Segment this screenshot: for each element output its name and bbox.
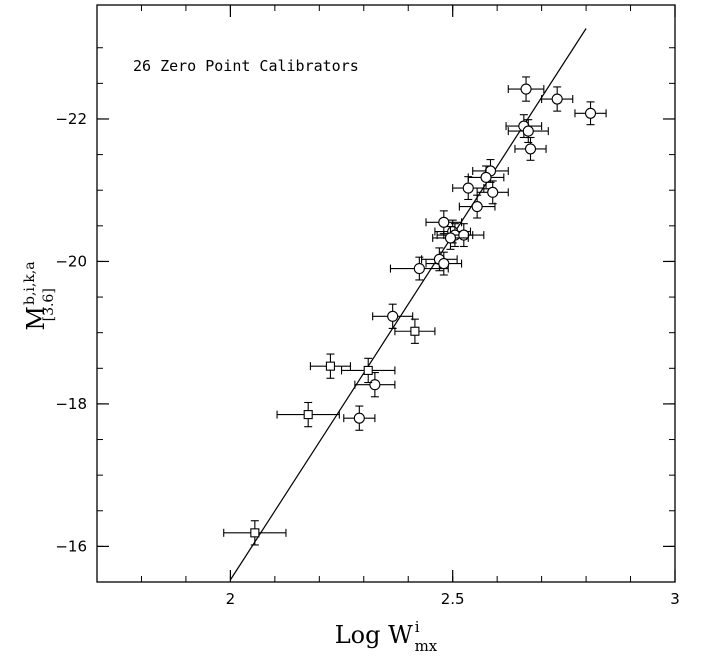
square-marker bbox=[410, 326, 420, 336]
data-point bbox=[452, 176, 485, 201]
circle-marker bbox=[584, 107, 597, 119]
data-point bbox=[425, 251, 463, 276]
circle-marker bbox=[520, 83, 532, 95]
y-axis-title-subscript: [3.6] bbox=[41, 288, 57, 321]
circle-marker bbox=[522, 125, 534, 137]
data-point bbox=[514, 136, 547, 161]
circle-marker bbox=[353, 412, 365, 424]
data-point bbox=[425, 210, 463, 235]
data-point bbox=[541, 86, 574, 112]
y-axis-title: Mb,i,k,a [3.6] bbox=[22, 261, 57, 330]
circle-marker bbox=[480, 171, 492, 183]
circle-marker bbox=[487, 186, 499, 198]
data-point bbox=[354, 372, 396, 398]
square-marker bbox=[303, 410, 313, 420]
data-point bbox=[476, 180, 509, 205]
x-axis-title-main: Log W bbox=[335, 621, 413, 649]
axis-ticks bbox=[97, 5, 676, 582]
data-point bbox=[309, 353, 351, 379]
x-axis-title-superscript: i bbox=[415, 618, 420, 636]
y-tick-label: −20 bbox=[55, 252, 87, 270]
data-point bbox=[574, 101, 607, 126]
data-point bbox=[372, 303, 414, 329]
fit-line-group bbox=[229, 28, 587, 581]
circle-marker bbox=[438, 216, 450, 228]
data-point bbox=[467, 165, 505, 190]
y-axis-title-superscript: b,i,k,a bbox=[22, 261, 38, 305]
circle-marker bbox=[458, 229, 470, 241]
circle-marker bbox=[413, 263, 425, 275]
circle-marker bbox=[551, 93, 563, 105]
data-points bbox=[223, 76, 607, 546]
y-axis-title-main: M bbox=[22, 306, 50, 331]
data-point bbox=[276, 401, 340, 428]
circle-marker bbox=[438, 258, 450, 270]
annotation-label: 26 Zero Point Calibrators bbox=[133, 57, 359, 75]
fit-line bbox=[229, 28, 587, 581]
data-point bbox=[389, 256, 449, 281]
circle-marker bbox=[524, 143, 537, 155]
x-tick-label: 3 bbox=[670, 590, 680, 608]
y-axis-title-group: Mb,i,k,a [3.6] bbox=[22, 261, 57, 330]
data-point bbox=[421, 247, 458, 272]
circle-marker bbox=[369, 379, 381, 391]
data-point bbox=[458, 194, 496, 219]
data-point bbox=[343, 405, 376, 431]
data-point bbox=[394, 318, 436, 344]
axis-tick-labels: 2 2.5 3 −16 −18 −20 −22 bbox=[55, 110, 679, 608]
data-point bbox=[223, 520, 287, 546]
data-point bbox=[432, 225, 469, 250]
x-tick-label: 2 bbox=[226, 590, 236, 608]
circle-marker bbox=[471, 201, 483, 213]
y-tick-label: −16 bbox=[55, 537, 87, 555]
circle-marker bbox=[462, 182, 474, 194]
data-point bbox=[507, 76, 545, 102]
circle-marker bbox=[387, 310, 399, 322]
y-tick-label: −22 bbox=[55, 110, 87, 128]
data-point bbox=[340, 357, 396, 384]
circle-marker bbox=[444, 232, 457, 244]
square-marker bbox=[250, 528, 260, 538]
plot-frame bbox=[96, 4, 676, 583]
y-tick-label: −18 bbox=[55, 395, 87, 413]
x-axis-title-subscript: mx bbox=[415, 637, 438, 655]
x-tick-label: 2.5 bbox=[441, 590, 465, 608]
square-marker bbox=[363, 365, 373, 375]
square-marker bbox=[325, 361, 335, 371]
